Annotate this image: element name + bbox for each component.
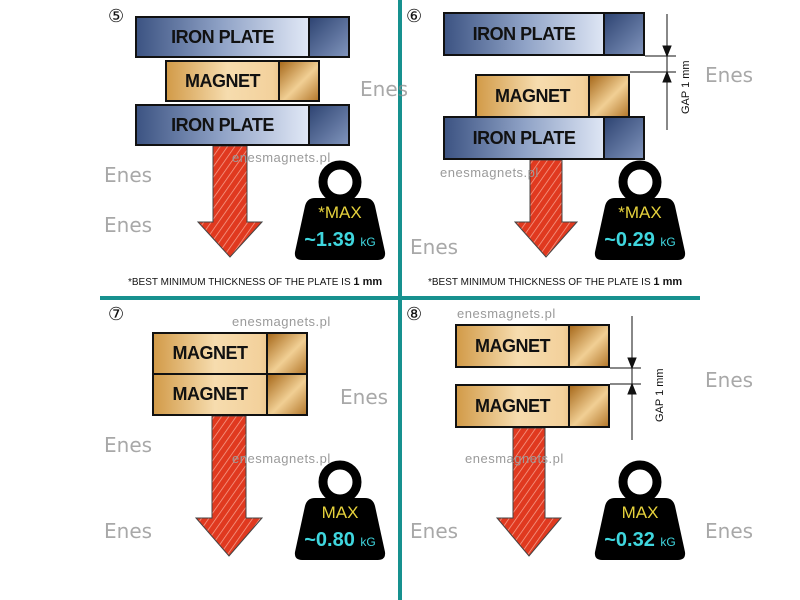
watermark-logo: Enes bbox=[104, 213, 153, 237]
thickness-note: *BEST MINIMUM THICKNESS OF THE PLATE IS … bbox=[128, 276, 383, 288]
magnet-label: MAGNET bbox=[172, 343, 249, 363]
watermark-logo: Enes bbox=[705, 368, 754, 392]
watermark-logo: Enes bbox=[104, 433, 153, 457]
watermark-logo: Enes bbox=[705, 519, 754, 543]
max-force-value: ~1.39 kG bbox=[304, 229, 376, 251]
iron-plate-label: IRON PLATE bbox=[472, 23, 576, 44]
magnet-block: MAGNET bbox=[475, 74, 630, 118]
magnet-block-bottom: MAGNET bbox=[455, 384, 610, 428]
magnet-block-bottom: MAGNET bbox=[152, 373, 308, 416]
magnet-block-top: MAGNET bbox=[152, 332, 308, 375]
iron-plate-top: IRON PLATE bbox=[135, 16, 350, 58]
iron-plate-label: IRON PLATE bbox=[472, 127, 576, 148]
force-arrow-5 bbox=[196, 145, 264, 258]
max-label: *MAX bbox=[318, 203, 362, 222]
thickness-note: *BEST MINIMUM THICKNESS OF THE PLATE IS … bbox=[428, 276, 683, 288]
force-arrow-8 bbox=[495, 427, 563, 557]
iron-plate-label: IRON PLATE bbox=[171, 26, 274, 47]
magnet-label: MAGNET bbox=[475, 395, 551, 416]
iron-plate-top: IRON PLATE bbox=[443, 12, 645, 56]
watermark-logo: Enes bbox=[410, 519, 459, 543]
max-label: MAX bbox=[321, 503, 359, 522]
force-arrow-7 bbox=[194, 415, 264, 557]
max-label: MAX bbox=[621, 503, 659, 522]
watermark-text: enesmagnets.pl bbox=[232, 150, 331, 165]
watermark-logo: Enes bbox=[104, 519, 153, 543]
force-arrow-6 bbox=[513, 159, 579, 258]
magnet-label: MAGNET bbox=[172, 384, 249, 404]
watermark-text: enesmagnets.pl bbox=[457, 306, 556, 321]
iron-plate-label: IRON PLATE bbox=[171, 114, 274, 135]
watermark-logo: Enes bbox=[340, 385, 389, 409]
gap-indicator-8 bbox=[610, 316, 641, 440]
iron-plate-bottom: IRON PLATE bbox=[443, 116, 645, 160]
magnet-label: MAGNET bbox=[495, 85, 571, 106]
watermark-logo: Enes bbox=[104, 163, 153, 187]
magnet-block-top: MAGNET bbox=[455, 324, 610, 368]
max-force-value: ~0.32 kG bbox=[604, 529, 676, 551]
watermark-logo: Enes bbox=[410, 235, 459, 259]
magnet-label: MAGNET bbox=[475, 335, 551, 356]
watermark-text: enesmagnets.pl bbox=[232, 451, 331, 466]
vertical-divider bbox=[398, 0, 402, 600]
panel-number-8: ⑧ bbox=[406, 304, 423, 324]
gap-label: GAP 1 mm bbox=[680, 60, 692, 114]
gap-indicator-6 bbox=[630, 14, 676, 130]
iron-plate-bottom: IRON PLATE bbox=[135, 104, 350, 146]
watermark-text: enesmagnets.pl bbox=[465, 451, 564, 466]
gap-label: GAP 1 mm bbox=[654, 368, 666, 422]
magnet-block: MAGNET bbox=[165, 60, 320, 102]
panel-number-7: ⑦ bbox=[108, 304, 125, 324]
magnet-label: MAGNET bbox=[185, 70, 261, 91]
panel-number-5: ⑤ bbox=[108, 6, 125, 26]
max-force-value: ~0.80 kG bbox=[304, 529, 376, 551]
watermark-logo: Enes bbox=[705, 63, 754, 87]
watermark-logo: Enes bbox=[360, 77, 409, 101]
watermark-text: enesmagnets.pl bbox=[232, 314, 331, 329]
max-label: *MAX bbox=[618, 203, 662, 222]
horizontal-divider bbox=[100, 296, 700, 300]
panel-number-6: ⑥ bbox=[406, 6, 423, 26]
watermark-text: enesmagnets.pl bbox=[440, 165, 539, 180]
max-force-value: ~0.29 kG bbox=[604, 229, 676, 251]
